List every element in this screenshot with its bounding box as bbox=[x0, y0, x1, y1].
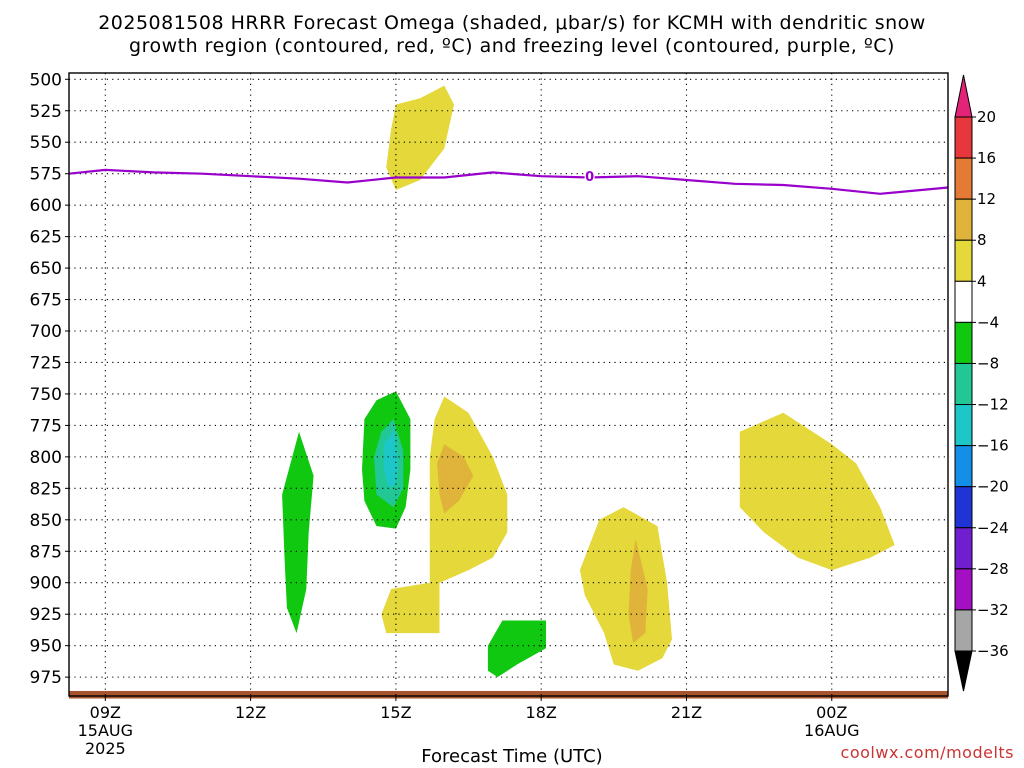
colorbar-segment-4 bbox=[954, 280, 973, 323]
ytick-label-625: 625 bbox=[30, 228, 62, 248]
colorbar-segment-1 bbox=[954, 157, 973, 200]
ytick-label-525: 525 bbox=[30, 102, 62, 122]
xtick-year-09Z: 2025 bbox=[85, 739, 126, 758]
colorbar-label-10: −24 bbox=[977, 519, 1009, 537]
colorbar-top-triangle bbox=[954, 74, 973, 118]
xtick-label-00Z: 00Z bbox=[816, 703, 847, 722]
ytick-label-500: 500 bbox=[30, 70, 62, 90]
colorbar-segment-3 bbox=[954, 239, 973, 282]
xtick-date-09Z: 15AUG bbox=[78, 721, 133, 740]
freezing-level-line bbox=[68, 168, 949, 195]
xtick-date-00Z: 16AUG bbox=[804, 721, 859, 740]
xtick-label-21Z: 21Z bbox=[671, 703, 702, 722]
ytick-label-950: 950 bbox=[30, 637, 62, 657]
xtick-label-15Z: 15Z bbox=[380, 703, 411, 722]
xtick-label-18Z: 18Z bbox=[526, 703, 557, 722]
ytick-label-575: 575 bbox=[30, 165, 62, 185]
omega-region-6 bbox=[282, 431, 314, 634]
chart-title-line-1: 2025081508 HRRR Forecast Omega (shaded, … bbox=[98, 12, 926, 34]
ytick-label-600: 600 bbox=[30, 196, 62, 216]
freezing-label-bg bbox=[584, 168, 595, 183]
chart-title-line-2: growth region (contoured, red, ºC) and f… bbox=[129, 35, 895, 57]
colorbar-label-3: 8 bbox=[977, 231, 987, 249]
colorbar-label-8: −16 bbox=[977, 437, 1009, 455]
freezing-level-layer: 0 bbox=[68, 168, 949, 195]
colorbar-label-12: −32 bbox=[977, 601, 1009, 619]
colorbar-label-13: −36 bbox=[977, 642, 1009, 660]
omega-region-3 bbox=[579, 507, 672, 671]
colorbar-label-4: 4 bbox=[977, 272, 987, 290]
omega-region-1 bbox=[381, 396, 508, 634]
omega-region-2 bbox=[437, 444, 474, 514]
ytick-label-700: 700 bbox=[30, 322, 62, 342]
ytick-label-550: 550 bbox=[30, 133, 62, 153]
ytick-label-650: 650 bbox=[30, 259, 62, 279]
pressure-axis: 500 525 550 575 600 625 650 675 700 725 750 775 800 8… bbox=[30, 70, 69, 688]
colorbar-segment-2 bbox=[954, 198, 973, 241]
omega-region-9 bbox=[383, 429, 399, 489]
surface-band bbox=[69, 690, 948, 699]
freezing-level-label: 0 bbox=[585, 170, 594, 185]
ytick-label-850: 850 bbox=[30, 511, 62, 531]
colorbar-segment-6 bbox=[954, 362, 973, 406]
colorbar-label-11: −28 bbox=[977, 560, 1009, 578]
omega-shading-layer bbox=[69, 85, 948, 699]
ytick-label-925: 925 bbox=[30, 605, 62, 625]
grid-layer bbox=[69, 73, 948, 696]
ytick-label-875: 875 bbox=[30, 542, 62, 562]
ytick-label-975: 975 bbox=[30, 668, 62, 688]
colorbar-label-7: −12 bbox=[977, 396, 1009, 414]
colorbar-label-5: −4 bbox=[977, 313, 999, 331]
colorbar-segment-7 bbox=[954, 404, 973, 447]
colorbar-segment-8 bbox=[954, 445, 973, 488]
colorbar-label-0: 20 bbox=[977, 108, 996, 126]
plot-frame bbox=[68, 72, 949, 697]
ytick-label-725: 725 bbox=[30, 353, 62, 373]
colorbar-label-2: 12 bbox=[977, 190, 996, 208]
omega-region-5 bbox=[739, 412, 895, 571]
omega-region-4 bbox=[628, 538, 648, 644]
ytick-label-675: 675 bbox=[30, 291, 62, 311]
colorbar-segment-11 bbox=[954, 568, 973, 611]
omega-colorbar: 20 16 12 8 4 −4 −8 −12 −16 −20 −24 −28 −32 −36 bbox=[954, 74, 1009, 692]
colorbar-label-6: −8 bbox=[977, 354, 999, 372]
colorbar-segment-10 bbox=[954, 527, 973, 570]
colorbar-bottom-triangle bbox=[954, 650, 973, 692]
ytick-label-750: 750 bbox=[30, 385, 62, 405]
colorbar-label-1: 16 bbox=[977, 149, 996, 167]
ytick-label-900: 900 bbox=[30, 574, 62, 594]
ytick-label-775: 775 bbox=[30, 416, 62, 436]
colorbar-label-9: −20 bbox=[977, 478, 1009, 496]
x-axis-label: Forecast Time (UTC) bbox=[421, 746, 603, 767]
colorbar-segment-0 bbox=[954, 116, 973, 159]
colorbar-segment-5 bbox=[954, 321, 973, 364]
xtick-label-09Z: 09Z bbox=[90, 703, 121, 722]
plot-border bbox=[68, 72, 949, 697]
colorbar-segment-9 bbox=[954, 486, 973, 529]
omega-region-0 bbox=[386, 85, 454, 190]
ytick-label-825: 825 bbox=[30, 479, 62, 499]
omega-region-10 bbox=[487, 620, 546, 678]
watermark-text: coolwx.com/modelts bbox=[840, 743, 1014, 762]
colorbar-segment-12 bbox=[954, 609, 973, 652]
ytick-label-800: 800 bbox=[30, 448, 62, 468]
xtick-label-12Z: 12Z bbox=[235, 703, 266, 722]
